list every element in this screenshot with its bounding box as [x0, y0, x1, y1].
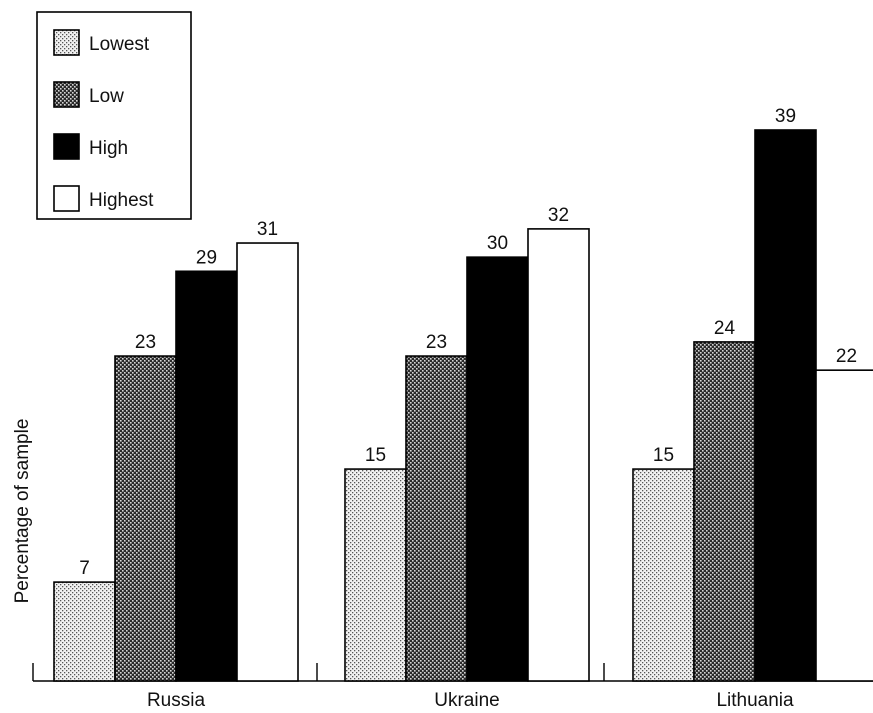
bar-high-lithuania: [754, 129, 817, 682]
value-labels: 7 23 29 31 15 23 30 32 15 24 39 22: [79, 106, 857, 579]
data-label: 7: [79, 558, 90, 579]
y-axis-title: Percentage of sample: [12, 419, 33, 604]
legend-label-high: High: [89, 138, 128, 159]
bars: [53, 129, 873, 682]
category-label: Russia: [147, 690, 206, 711]
bar-low-russia: [114, 355, 177, 682]
category-label: Lithuania: [716, 690, 794, 711]
legend-label-lowest: Lowest: [89, 34, 150, 55]
bar-lowest-lithuania: [632, 468, 695, 682]
data-label: 32: [548, 205, 569, 226]
bar-highest-ukraine: [527, 228, 590, 682]
bar-high-russia: [175, 270, 238, 682]
bar-high-ukraine: [466, 256, 529, 682]
data-label: 15: [653, 445, 674, 466]
data-label: 29: [196, 247, 217, 268]
data-label: 23: [135, 332, 156, 353]
data-label: 15: [365, 445, 386, 466]
bar-lowest-russia: [53, 581, 116, 682]
legend-swatch-high: [53, 133, 80, 160]
legend-label-low: Low: [89, 86, 124, 107]
category-label: Ukraine: [434, 690, 499, 711]
legend-swatch-low: [53, 81, 80, 108]
bar-highest-russia: [236, 242, 299, 682]
bar-highest-lithuania: [815, 369, 873, 682]
bar-lowest-ukraine: [344, 468, 407, 682]
data-label: 31: [257, 219, 278, 240]
data-label: 23: [426, 332, 447, 353]
bar-low-ukraine: [405, 355, 468, 682]
bar-low-lithuania: [693, 341, 756, 682]
data-label: 24: [714, 318, 736, 339]
legend-swatch-lowest: [53, 29, 80, 56]
data-label: 39: [775, 106, 796, 127]
data-label: 22: [836, 346, 857, 367]
legend-label-highest: Highest: [89, 190, 154, 211]
legend-swatch-highest: [53, 185, 80, 212]
data-label: 30: [487, 233, 508, 254]
legend: Lowest Low High Highest: [36, 11, 192, 220]
category-labels: Russia Ukraine Lithuania: [147, 690, 794, 711]
